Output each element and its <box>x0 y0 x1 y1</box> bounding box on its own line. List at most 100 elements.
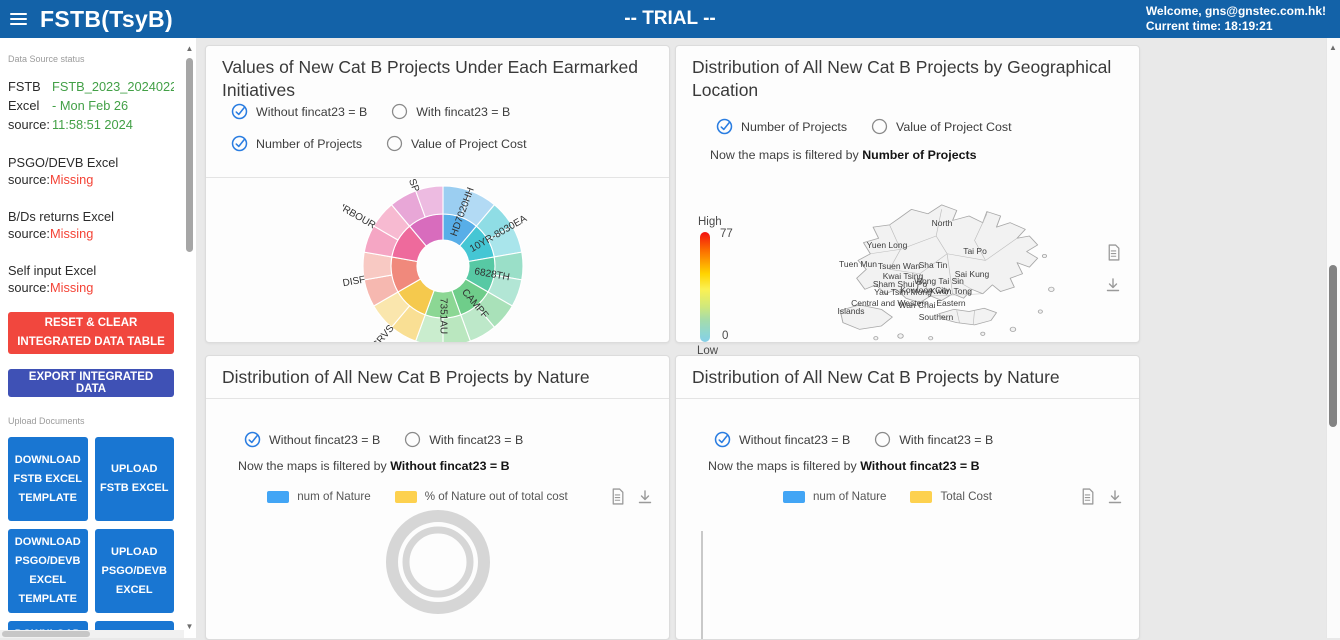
reset-clear-integrated-data-button[interactable]: RESET & CLEAR INTEGRATED DATA TABLE <box>8 312 174 354</box>
card-title: Distribution of All New Cat B Projects b… <box>222 367 590 387</box>
district-label-central-and-western: Central and Western <box>851 298 929 308</box>
radio-checked-icon <box>231 135 248 152</box>
self-input-source-status: Self input Excel source:Missing <box>8 263 97 295</box>
svg-text:7917UIRBOUR: 7917UIRBOUR <box>343 188 377 232</box>
radio-label: Number of Projects <box>256 136 363 151</box>
download-icon[interactable] <box>1107 489 1123 505</box>
radio-unchecked-icon <box>871 118 888 135</box>
main-scrollbar-thumb[interactable] <box>1329 265 1337 427</box>
district-label-sai-kung: Sai Kung <box>955 269 990 279</box>
sidebar-scrollbar: ▲ ▼ <box>184 40 195 636</box>
radio-label: Value of Project Cost <box>411 136 527 151</box>
legend-label: num of Nature <box>297 490 371 503</box>
download-icon[interactable] <box>1105 277 1121 293</box>
radio-label: With fincat23 = B <box>899 432 994 447</box>
download-icon[interactable] <box>637 489 653 505</box>
radio-unchecked-icon <box>391 103 408 120</box>
upload-psgo-devb-excel-button[interactable]: UPLOAD PSGO/DEVB EXCEL <box>94 529 174 613</box>
fstb-source-label: FSTB Excel source: <box>8 79 50 132</box>
chart-legend: num of Nature Total Cost <box>716 490 1059 503</box>
data-table-icon[interactable] <box>610 488 625 505</box>
radio-label: Number of Projects <box>741 119 848 134</box>
radio-unchecked-icon <box>386 135 403 152</box>
welcome-text: Welcome, gns@gnstec.com.hk! <box>1145 4 1326 18</box>
district-label-north: North <box>932 218 953 228</box>
sidebar-horizontal-scrollbar-thumb[interactable] <box>2 631 90 637</box>
radio-without-fincat23-b[interactable]: Without fincat23 = B <box>714 431 850 448</box>
card-earmarked-initiatives: Values of New Cat B Projects Under Each … <box>205 45 670 343</box>
card-nature-donut: Distribution of All New Cat B Projects b… <box>205 355 670 640</box>
missing-badge: Missing <box>49 226 94 241</box>
card-title: Distribution of All New Cat B Projects b… <box>692 57 1112 101</box>
chart-actions <box>610 488 653 505</box>
radio-value-of-project-cost[interactable]: Value of Project Cost <box>871 118 1012 135</box>
legend-item-num-of-nature: num of Nature <box>782 490 886 503</box>
radio-checked-icon <box>231 103 248 120</box>
scale-min-value: 0 <box>722 330 729 342</box>
fincat-radio-group: Without fincat23 = B With fincat23 = B <box>244 431 547 448</box>
sidebar-scrollbar-thumb[interactable] <box>186 58 193 252</box>
radio-number-of-projects[interactable]: Number of Projects <box>716 118 847 135</box>
menu-icon[interactable] <box>10 10 27 28</box>
radio-checked-icon <box>244 431 261 448</box>
sidebar: Data Source status FSTB Excel source: FS… <box>0 38 196 638</box>
radio-with-fincat23-b[interactable]: With fincat23 = B <box>391 103 510 120</box>
document-buttons-grid: DOWNLOAD FSTB EXCEL TEMPLATE UPLOAD FSTB… <box>8 437 174 638</box>
metric-radio-group: Number of Projects Value of Project Cost <box>231 135 551 152</box>
top-navbar: FSTB(TsyB) -- TRIAL -- Welcome, gns@gnst… <box>0 0 1340 38</box>
main-scrollbar: ▲ <box>1326 38 1340 638</box>
upload-documents-label: Upload Documents <box>8 416 85 426</box>
data-table-icon[interactable] <box>1106 244 1121 261</box>
scroll-down-icon[interactable]: ▼ <box>185 622 194 631</box>
chart-actions <box>1105 244 1121 293</box>
download-fstb-template-button[interactable]: DOWNLOAD FSTB EXCEL TEMPLATE <box>8 437 88 521</box>
radio-without-fincat23-b[interactable]: Without fincat23 = B <box>231 103 367 120</box>
scroll-up-icon[interactable]: ▲ <box>185 44 194 53</box>
upload-fstb-excel-button[interactable]: UPLOAD FSTB EXCEL <box>94 437 174 521</box>
radio-number-of-projects[interactable]: Number of Projects <box>231 135 362 152</box>
legend-item-num-of-nature: num of Nature <box>267 490 371 503</box>
sidebar-horizontal-scrollbar <box>0 630 184 638</box>
radio-unchecked-icon <box>404 431 421 448</box>
export-integrated-data-button[interactable]: EXPORT INTEGRATED DATA <box>8 369 174 397</box>
fincat-radio-group: Without fincat23 = B With fincat23 = B <box>231 103 534 120</box>
radio-label: With fincat23 = B <box>416 104 511 119</box>
district-label-kwun-tong: Kwun Tong <box>930 286 972 296</box>
district-label-eastern: Eastern <box>936 298 966 308</box>
radio-without-fincat23-b[interactable]: Without fincat23 = B <box>244 431 380 448</box>
bds-returns-source-status: B/Ds returns Excel source:Missing <box>8 209 114 241</box>
radio-with-fincat23-b[interactable]: With fincat23 = B <box>874 431 993 448</box>
card-title: Values of New Cat B Projects Under Each … <box>222 57 638 101</box>
card-nature-bar: Distribution of All New Cat B Projects b… <box>675 355 1140 640</box>
hong-kong-map: North Yuen Long Tai Po Tuen Mun Tsuen Wan Sha… <box>821 196 1061 351</box>
session-info: Welcome, gns@gnstec.com.hk! Current time… <box>1146 4 1326 34</box>
fstb-source-status: FSTB Excel source: FSTB_2023_20240226T03… <box>8 77 174 134</box>
missing-badge: Missing <box>49 280 94 295</box>
district-label-kowloon-city: Kowloon City <box>900 285 950 295</box>
legend-label: Total Cost <box>940 490 993 503</box>
radio-value-of-project-cost[interactable]: Value of Project Cost <box>386 135 527 152</box>
metric-radio-group: Number of Projects Value of Project Cost <box>716 118 1036 135</box>
district-label-sham-shui-po: Sham Shui Po <box>873 279 928 289</box>
legend-label: % of Nature out of total cost <box>424 490 568 503</box>
filter-status-text: Now the maps is filtered by Without finc… <box>238 459 510 473</box>
scale-low-label: Low <box>697 345 719 357</box>
psgo-devb-source-status: PSGO/DEVB Excel source:Missing <box>8 155 119 187</box>
download-psgo-devb-template-button[interactable]: DOWNLOAD PSGO/DEVB EXCEL TEMPLATE <box>8 529 88 613</box>
radio-checked-icon <box>714 431 731 448</box>
svg-text:7247NSRVS: 7247NSRVS <box>352 323 397 343</box>
filter-status-text: Now the maps is filtered by Without finc… <box>708 459 980 473</box>
scroll-up-icon[interactable]: ▲ <box>1329 43 1337 52</box>
legend-swatch <box>910 490 933 503</box>
radio-label: Value of Project Cost <box>896 119 1012 134</box>
radio-label: With fincat23 = B <box>429 432 524 447</box>
svg-text:7351AU: 7351AU <box>437 298 448 334</box>
district-label-yau-tsim-mong: Yau Tsim Mong <box>874 287 932 297</box>
scale-high-label: High <box>698 216 722 228</box>
color-gradient-bar <box>700 232 710 342</box>
lantau-island-shape <box>839 304 893 330</box>
radio-with-fincat23-b[interactable]: With fincat23 = B <box>404 431 523 448</box>
hong-kong-island-shape <box>938 307 997 326</box>
data-table-icon[interactable] <box>1080 488 1095 505</box>
district-label-wan-chai: Wan Chai <box>898 300 935 310</box>
